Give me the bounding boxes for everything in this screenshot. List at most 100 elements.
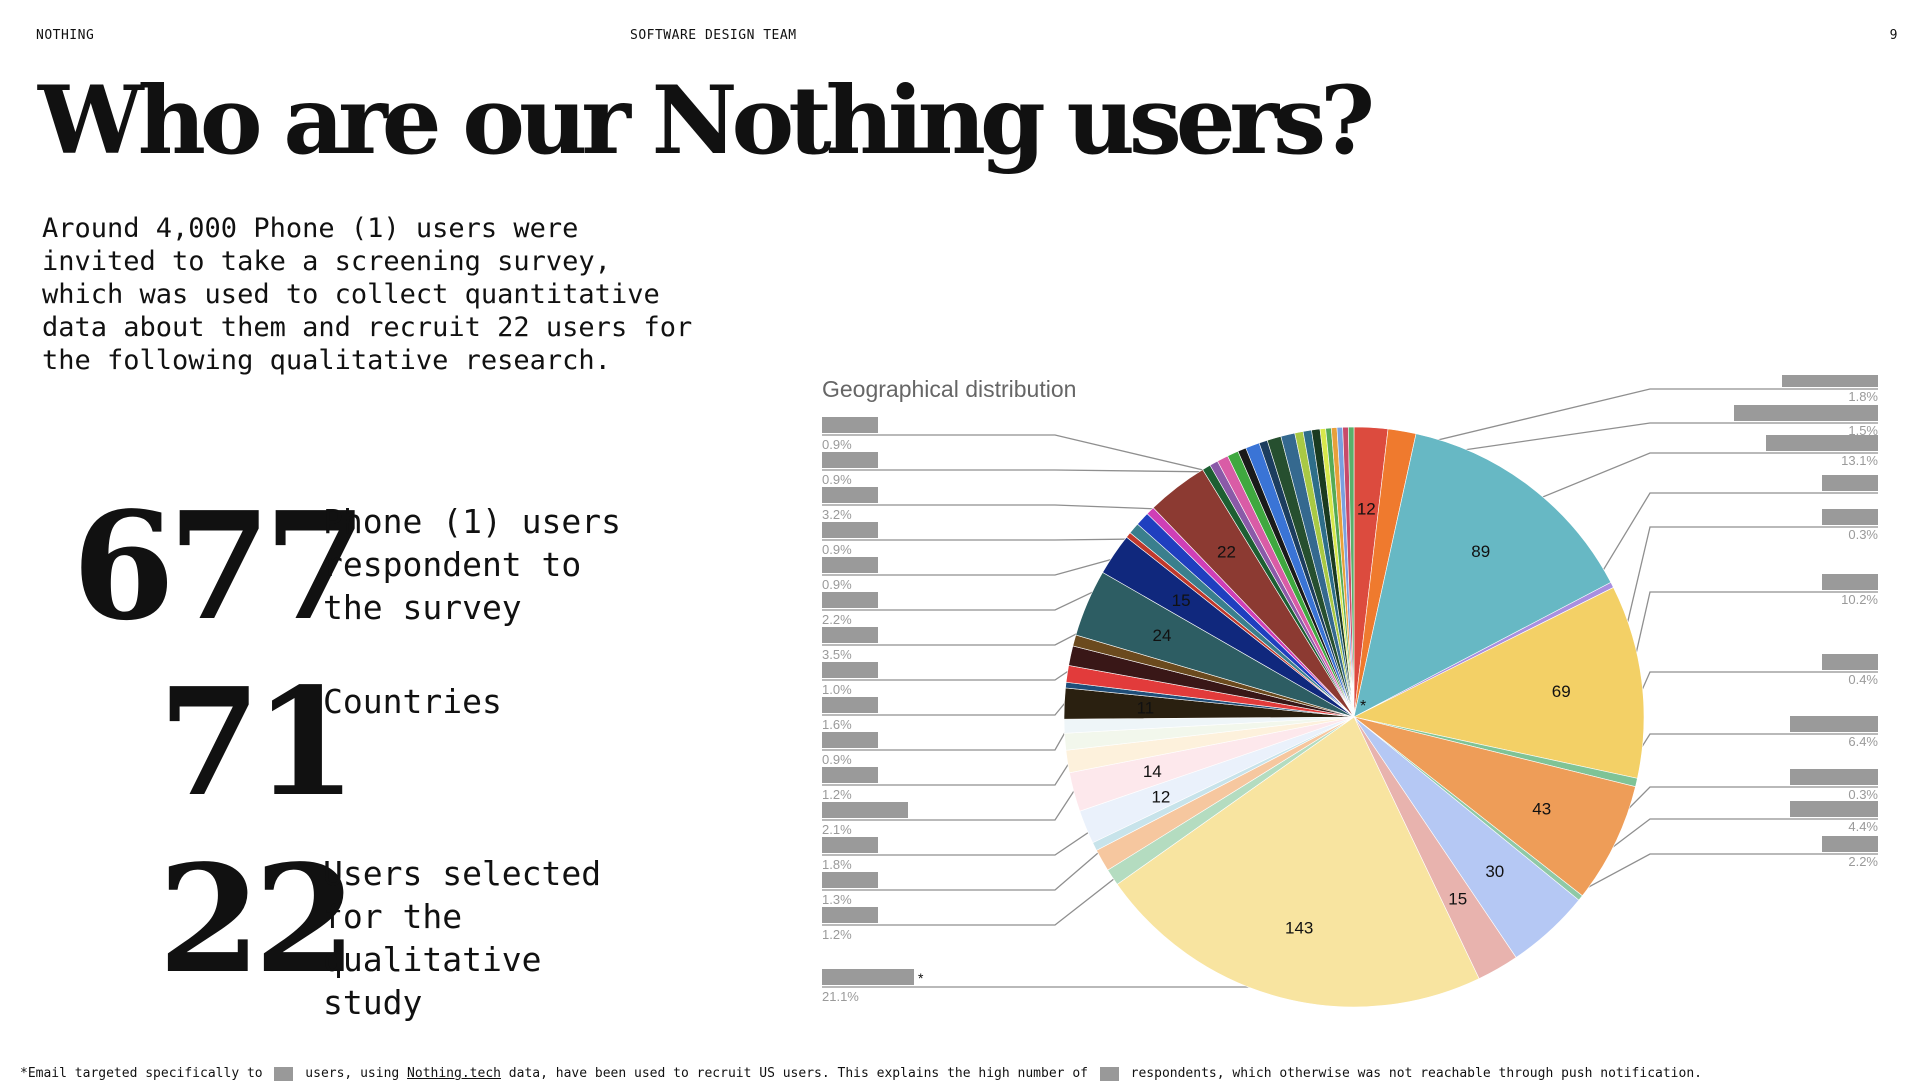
callout-leader-line (1607, 591, 1878, 777)
callout-percent: 2.2% (1848, 854, 1878, 869)
redacted-country-label (1822, 836, 1878, 852)
redacted-country-label (1790, 716, 1878, 732)
redacted-country-label (822, 907, 878, 923)
callout-percent: 1.6% (822, 717, 852, 732)
callout-leader-line (1585, 492, 1878, 599)
stat-number-countries: 71 (158, 655, 357, 829)
redacted-country-label (1734, 405, 1878, 421)
footnote-text-3: data, have been used to recruit US users… (508, 1066, 1088, 1081)
page-number: 9 (1889, 28, 1898, 43)
redacted-country-label (1790, 801, 1878, 817)
callout-percent: 0.9% (822, 577, 852, 592)
geographic-pie-chart: Geographical distribution 12 89 69 43 30 15 14… (822, 375, 1878, 1008)
callout-percent: 0.3% (1848, 787, 1878, 802)
redacted-country-label (822, 662, 878, 678)
callout-percent: 0.9% (822, 542, 852, 557)
callout-percent: 3.2% (822, 507, 852, 522)
pie-slice (1348, 426, 1355, 718)
callout-leader-line (822, 504, 1195, 511)
stat-number-respondents: 677 (72, 479, 367, 653)
callout-percent: 0.9% (822, 437, 852, 452)
redacted-country-label (822, 837, 878, 853)
callout-percent: 0.4% (1848, 672, 1878, 687)
callout-leader-line (1397, 422, 1878, 461)
callout-leader-line (1512, 452, 1878, 511)
callout-percent: 21.1% (822, 989, 859, 1004)
redacted-country-label (1822, 574, 1878, 590)
redacted-country-label (1782, 375, 1878, 387)
slice-value-label: 43 (1532, 800, 1551, 819)
slice-value-label: 89 (1471, 542, 1490, 561)
redacted-country-label (822, 487, 878, 503)
slice-value-label: 11 (1137, 698, 1155, 717)
callout-percent: 1.8% (822, 857, 852, 872)
slice-value-label: 30 (1485, 862, 1504, 881)
callout-percent: 6.4% (1848, 734, 1878, 749)
callout-percent: 1.2% (822, 787, 852, 802)
redacted-country-label (1790, 769, 1878, 785)
redacted-country-label (822, 732, 878, 748)
stat-number-selected: 22 (158, 832, 357, 1006)
pie-slice (1116, 716, 1480, 1008)
callout-percent: 1.8% (1848, 389, 1878, 404)
pie-slice (1353, 716, 1636, 897)
callout-percent: 10.2% (1841, 592, 1878, 607)
footnote-link[interactable]: Nothing.tech (407, 1066, 501, 1081)
stat-label-selected: Users selected for the qualitative study (323, 854, 602, 1022)
slice-value-label: 12 (1357, 500, 1376, 519)
redacted-country-label (1822, 654, 1878, 670)
slice-value-label: 22 (1217, 543, 1236, 562)
redacted-country-label (822, 592, 878, 608)
redacted-country-label (822, 872, 878, 888)
callout-leader-line (822, 434, 1246, 481)
stat-label-respondents: Phone (1) users respondent to the survey (323, 502, 622, 627)
pie-slices (1063, 426, 1645, 1008)
star-marker: * (1360, 698, 1366, 715)
callout-percent: 1.5% (1848, 423, 1878, 438)
star-marker: * (918, 970, 924, 986)
slice-value-label: 143 (1285, 919, 1313, 938)
redaction-box (274, 1066, 294, 1081)
footnote-text-1: *Email targeted specifically to (20, 1066, 263, 1081)
redacted-country-label (822, 417, 878, 433)
page-title: Who are our Nothing users? (38, 66, 1375, 176)
callout-leader-line (822, 469, 1263, 474)
callout-percent: 1.3% (822, 892, 852, 907)
slice-value-label: 15 (1448, 889, 1467, 908)
redacted-country-label (822, 627, 878, 643)
redacted-country-label (822, 522, 878, 538)
brand-label: NOTHING (36, 28, 95, 43)
callout-percent: 13.1% (1841, 453, 1878, 468)
redacted-country-label (822, 767, 878, 783)
footnote-text-2: users, using (305, 1066, 400, 1081)
redacted-country-label (1822, 475, 1878, 491)
redacted-country-label (822, 969, 914, 985)
slice-value-label: 24 (1153, 626, 1172, 645)
callout-labels: 0.9% 0.9% 3.2% 0.9% 0.9% 2.2% 3.5% 1.0% 1.6% 0.9%… (822, 375, 1878, 1004)
intro-paragraph: Around 4,000 Phone (1) users were invite… (42, 213, 693, 376)
callout-percent: 0.9% (822, 752, 852, 767)
callout-leader-line (1369, 388, 1878, 458)
chart-container: Geographical distribution 12 89 69 43 30 15 14… (820, 375, 1920, 1015)
redacted-country-label (822, 557, 878, 573)
redacted-country-label (822, 452, 878, 468)
pie-slice (1353, 587, 1645, 779)
callout-percent: 2.2% (822, 612, 852, 627)
footnote-text-4: respondents, which otherwise was not rea… (1130, 1066, 1702, 1081)
callout-leader-line (822, 538, 1164, 541)
footnote: *Email targeted specifically to users, u… (20, 1066, 1702, 1081)
pie-slice (1353, 433, 1612, 718)
redacted-country-label (1822, 509, 1878, 525)
slice-value-label: 69 (1552, 682, 1571, 701)
redacted-country-label (822, 802, 908, 818)
chart-title: Geographical distribution (822, 376, 1076, 402)
redaction-box (1099, 1066, 1119, 1081)
callout-percent: 2.1% (822, 822, 852, 837)
callout-percent: 3.5% (822, 647, 852, 662)
slice-value-label: 12 (1151, 787, 1170, 806)
callout-percent: 1.0% (822, 682, 852, 697)
stat-label-countries: Countries (323, 682, 502, 721)
callout-percent: 0.9% (822, 472, 852, 487)
callout-leader-line (822, 860, 1137, 926)
slice-value-label: 14 (1143, 762, 1162, 781)
